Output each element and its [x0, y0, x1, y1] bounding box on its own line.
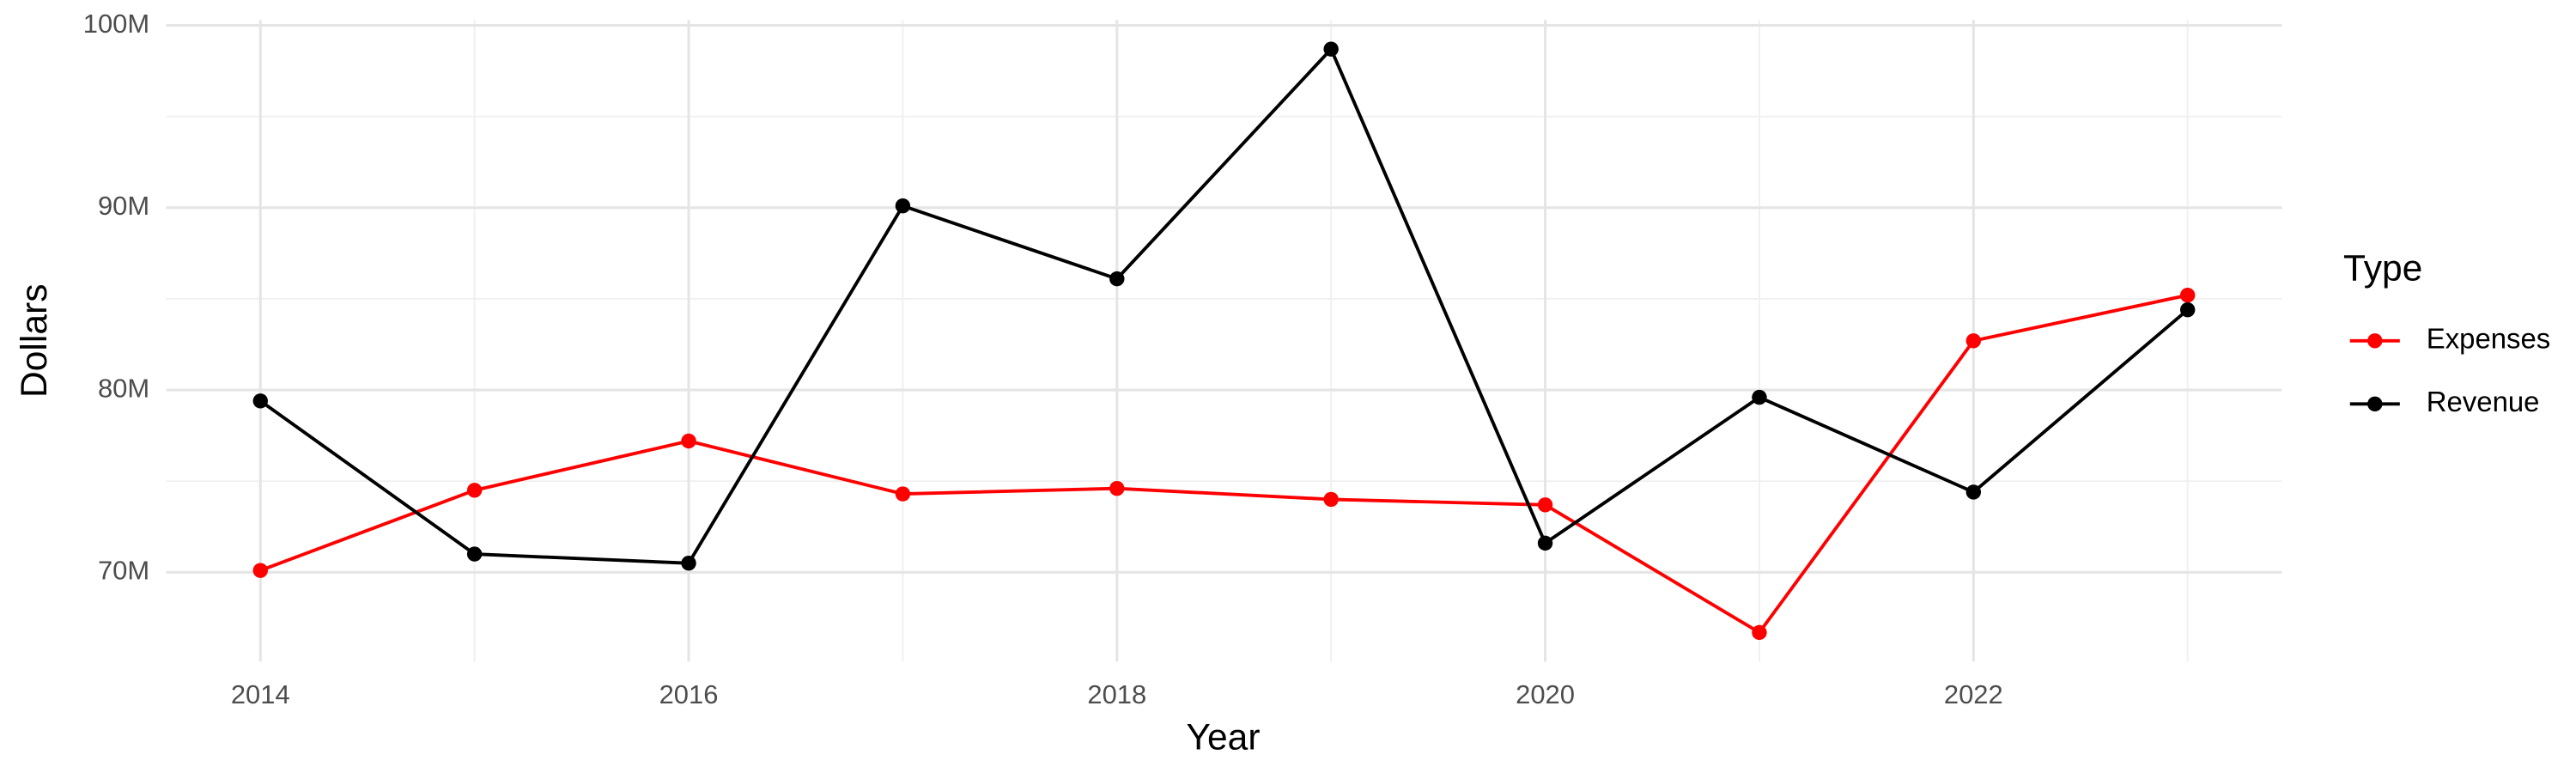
x-tick-label: 2014 — [231, 679, 290, 709]
x-tick-label: 2022 — [1944, 679, 2003, 709]
legend-title: Type — [2343, 248, 2422, 289]
legend-key-point — [2367, 396, 2383, 412]
data-point — [2179, 301, 2196, 318]
data-point — [252, 563, 268, 578]
x-tick-label: 2020 — [1516, 679, 1575, 709]
legend-label: Expenses — [2427, 322, 2550, 354]
data-point — [1965, 484, 1982, 500]
data-point — [1109, 480, 1125, 496]
data-point — [1323, 41, 1339, 57]
data-point — [252, 393, 268, 409]
data-point — [466, 546, 483, 562]
data-point — [895, 198, 911, 214]
x-tick-label: 2016 — [659, 679, 719, 709]
y-tick-label: 80M — [98, 373, 149, 403]
y-tick-label: 90M — [98, 191, 149, 221]
data-point — [1752, 389, 1767, 405]
series-line — [259, 46, 2189, 565]
data-point — [1537, 497, 1553, 513]
legend-key-point — [2367, 333, 2383, 349]
data-point — [1109, 271, 1125, 287]
data-point — [1323, 491, 1339, 508]
data-point — [1752, 624, 1767, 641]
legend-label: Revenue — [2427, 386, 2540, 417]
y-axis-title: Dollars — [14, 284, 55, 399]
x-axis-title: Year — [1187, 717, 1261, 758]
y-tick-label: 70M — [98, 555, 149, 585]
data-point — [681, 556, 696, 571]
y-tick-label: 100M — [83, 9, 149, 39]
series-line — [259, 293, 2189, 635]
data-point — [1965, 333, 1982, 349]
data-point — [681, 433, 696, 449]
data-point — [2179, 288, 2196, 303]
data-point — [1537, 535, 1553, 551]
data-point — [466, 483, 483, 498]
data-point — [895, 486, 911, 502]
x-tick-label: 2018 — [1087, 679, 1146, 709]
